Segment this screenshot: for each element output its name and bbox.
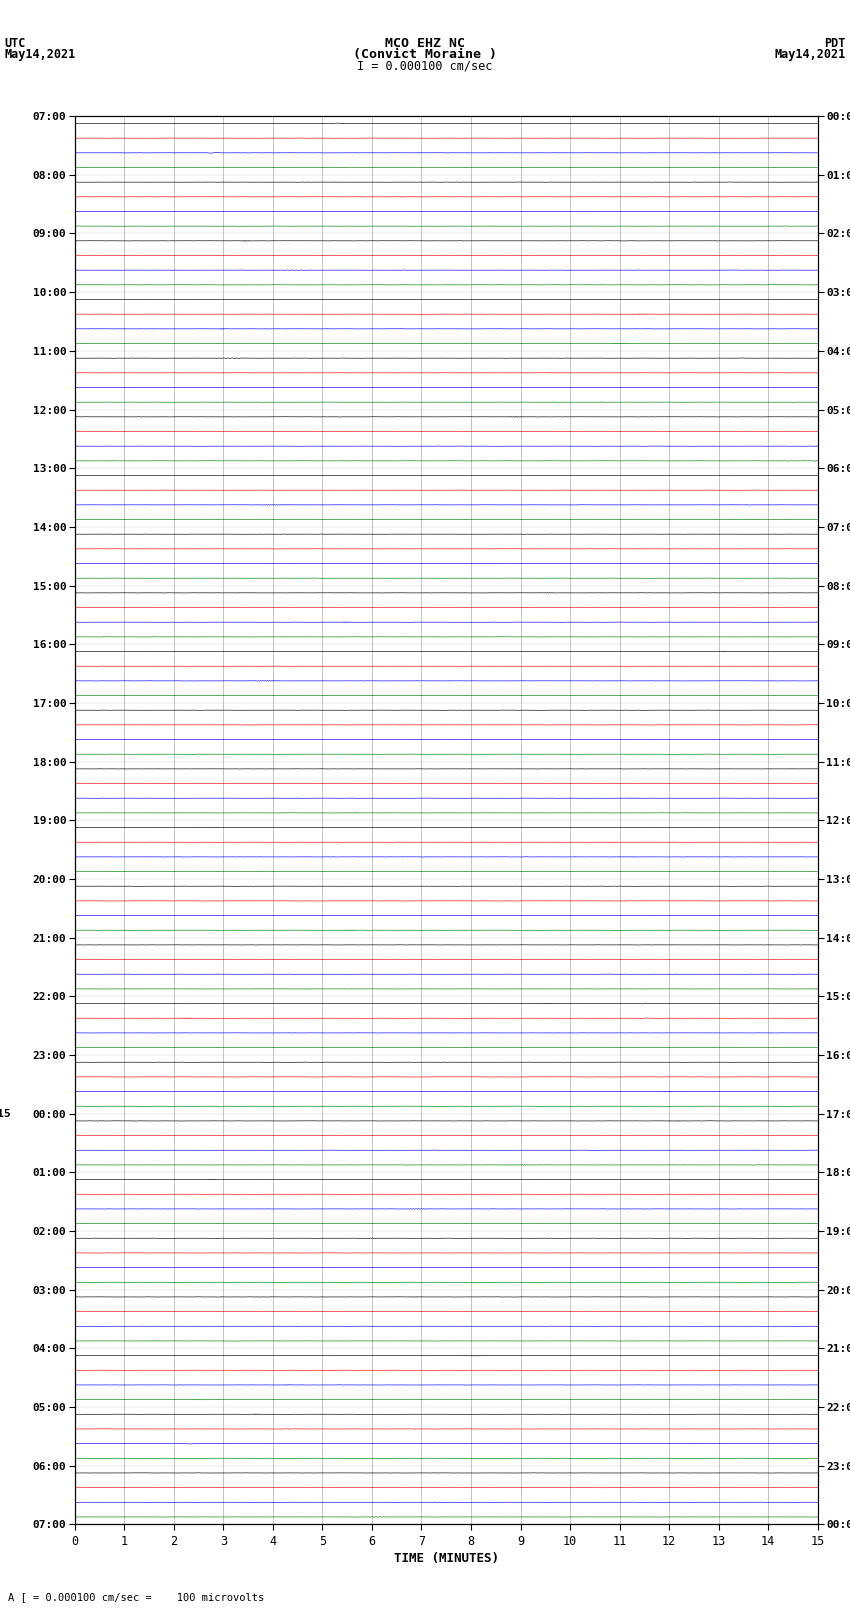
Text: (Convict Moraine ): (Convict Moraine ) — [353, 48, 497, 61]
Text: May14,2021: May14,2021 — [774, 48, 846, 61]
Text: I = 0.000100 cm/sec: I = 0.000100 cm/sec — [357, 60, 493, 73]
Text: UTC: UTC — [4, 37, 26, 50]
Text: May15: May15 — [0, 1108, 12, 1118]
X-axis label: TIME (MINUTES): TIME (MINUTES) — [394, 1552, 499, 1565]
Text: MCO EHZ NC: MCO EHZ NC — [385, 37, 465, 50]
Text: PDT: PDT — [824, 37, 846, 50]
Text: May14,2021: May14,2021 — [4, 48, 76, 61]
Text: A [ = 0.000100 cm/sec =    100 microvolts: A [ = 0.000100 cm/sec = 100 microvolts — [8, 1592, 264, 1602]
